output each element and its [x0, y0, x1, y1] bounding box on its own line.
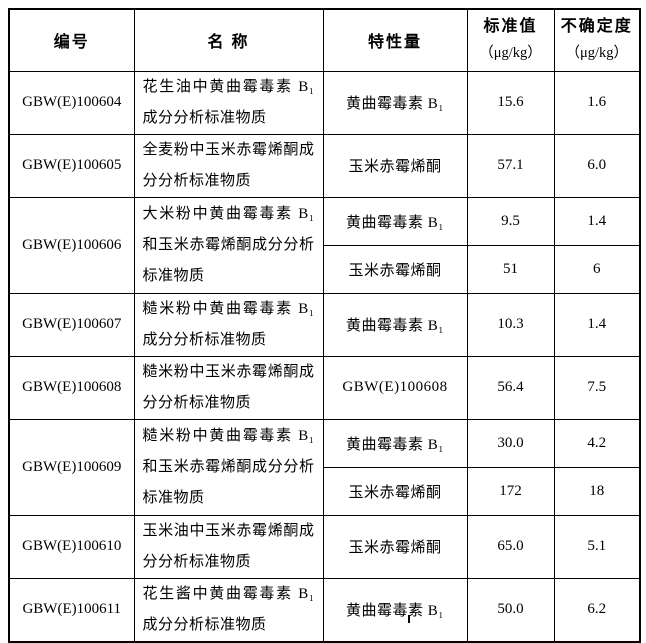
characteristic: 黄曲霉毒素 B₁	[322, 196, 468, 246]
material-id: GBW(E)100608	[8, 355, 135, 420]
document-page: 编号 名 称 特性量 标准值 （μg/kg） 不确定度 （μg/kg） GBW(…	[8, 8, 641, 643]
material-id: GBW(E)100609	[8, 418, 135, 516]
material-name: 糙米粉中黄曲霉毒素 B₁和玉米赤霉烯酮成分分析标准物质	[133, 418, 324, 516]
characteristic: 玉米赤霉烯酮	[322, 514, 468, 579]
certified-value: 172	[466, 466, 555, 516]
certified-value: 65.0	[466, 514, 555, 579]
reference-materials-table: 编号 名 称 特性量 标准值 （μg/kg） 不确定度 （μg/kg） GBW(…	[8, 8, 641, 643]
header-uncertainty-unit: （μg/kg）	[565, 45, 629, 62]
material-name: 糙米粉中玉米赤霉烯酮成分分析标准物质	[133, 355, 324, 420]
uncertainty-value: 1.4	[553, 196, 641, 246]
uncertainty-value: 18	[553, 466, 641, 516]
header-certified-value-unit: （μg/kg）	[479, 45, 542, 62]
material-id: GBW(E)100606	[8, 196, 135, 294]
characteristic: 黄曲霉毒素 B₁	[322, 70, 468, 135]
uncertainty-value: 4.2	[553, 418, 641, 468]
characteristic: GBW(E)100608	[322, 355, 468, 420]
material-name: 玉米油中玉米赤霉烯酮成分分析标准物质	[133, 514, 324, 579]
certified-value: 30.0	[466, 418, 555, 468]
header-characteristic: 特性量	[322, 8, 468, 72]
header-name: 名 称	[133, 8, 324, 72]
uncertainty-value: 1.4	[553, 292, 641, 357]
uncertainty-value: 6	[553, 244, 641, 294]
material-name: 糙米粉中黄曲霉毒素 B₁成分分析标准物质	[133, 292, 324, 357]
material-name: 花生油中黄曲霉毒素 B₁成分分析标准物质	[133, 70, 324, 135]
certified-value: 56.4	[466, 355, 555, 420]
header-id: 编号	[8, 8, 135, 72]
uncertainty-value: 6.2	[553, 577, 641, 642]
table-header-row: 编号 名 称 特性量 标准值 （μg/kg） 不确定度 （μg/kg）	[8, 8, 641, 72]
material-name: 花生酱中黄曲霉毒素 B₁成分分析标准物质	[133, 577, 324, 642]
material-id: GBW(E)100607	[8, 292, 135, 357]
table-subrow: 玉米赤霉烯酮 51 6	[9, 244, 641, 294]
characteristic: 玉米赤霉烯酮	[322, 466, 468, 516]
table-row: GBW(E)100608 糙米粉中玉米赤霉烯酮成分分析标准物质 GBW(E)10…	[8, 355, 641, 420]
material-id: GBW(E)100605	[8, 133, 135, 198]
characteristic: 玉米赤霉烯酮	[322, 133, 468, 198]
material-id: GBW(E)100604	[8, 70, 135, 135]
material-name: 全麦粉中玉米赤霉烯酮成分分析标准物质	[133, 133, 324, 198]
material-id: GBW(E)100610	[8, 514, 135, 579]
table-row: GBW(E)100610 玉米油中玉米赤霉烯酮成分分析标准物质 玉米赤霉烯酮 6…	[8, 514, 641, 579]
table-row: GBW(E)100605 全麦粉中玉米赤霉烯酮成分分析标准物质 玉米赤霉烯酮 5…	[8, 133, 641, 198]
table-row: GBW(E)100604 花生油中黄曲霉毒素 B₁成分分析标准物质 黄曲霉毒素 …	[8, 70, 641, 135]
characteristic: 玉米赤霉烯酮	[322, 244, 468, 294]
table-row: GBW(E)100606 大米粉中黄曲霉毒素 B₁和玉米赤霉烯酮成分分析标准物质…	[8, 196, 641, 294]
certified-value: 50.0	[466, 577, 555, 642]
certified-value: 15.6	[466, 70, 555, 135]
certified-value: 10.3	[466, 292, 555, 357]
characteristic: 黄曲霉毒素 B₁	[322, 577, 468, 642]
material-id: GBW(E)100611	[8, 577, 135, 642]
uncertainty-value: 7.5	[553, 355, 641, 420]
characteristic: 黄曲霉毒素 B₁	[322, 418, 468, 468]
certified-value: 57.1	[466, 133, 555, 198]
characteristic: 黄曲霉毒素 B₁	[322, 292, 468, 357]
uncertainty-value: 6.0	[553, 133, 641, 198]
certified-value: 51	[466, 244, 555, 294]
stray-mark	[408, 615, 410, 623]
certified-value: 9.5	[466, 196, 555, 246]
uncertainty-value: 1.6	[553, 70, 641, 135]
uncertainty-value: 5.1	[553, 514, 641, 579]
header-uncertainty: 不确定度 （μg/kg）	[553, 8, 641, 72]
table-row: GBW(E)100607 糙米粉中黄曲霉毒素 B₁成分分析标准物质 黄曲霉毒素 …	[8, 292, 641, 357]
table-row: GBW(E)100609 糙米粉中黄曲霉毒素 B₁和玉米赤霉烯酮成分分析标准物质…	[8, 418, 641, 516]
material-name: 大米粉中黄曲霉毒素 B₁和玉米赤霉烯酮成分分析标准物质	[133, 196, 324, 294]
table-row: GBW(E)100611 花生酱中黄曲霉毒素 B₁成分分析标准物质 黄曲霉毒素 …	[8, 577, 641, 642]
table-subrow: 玉米赤霉烯酮 172 18	[9, 466, 641, 516]
header-certified-value-title: 标准值	[483, 18, 538, 36]
header-certified-value: 标准值 （μg/kg）	[466, 8, 555, 72]
header-uncertainty-title: 不确定度	[560, 18, 633, 36]
